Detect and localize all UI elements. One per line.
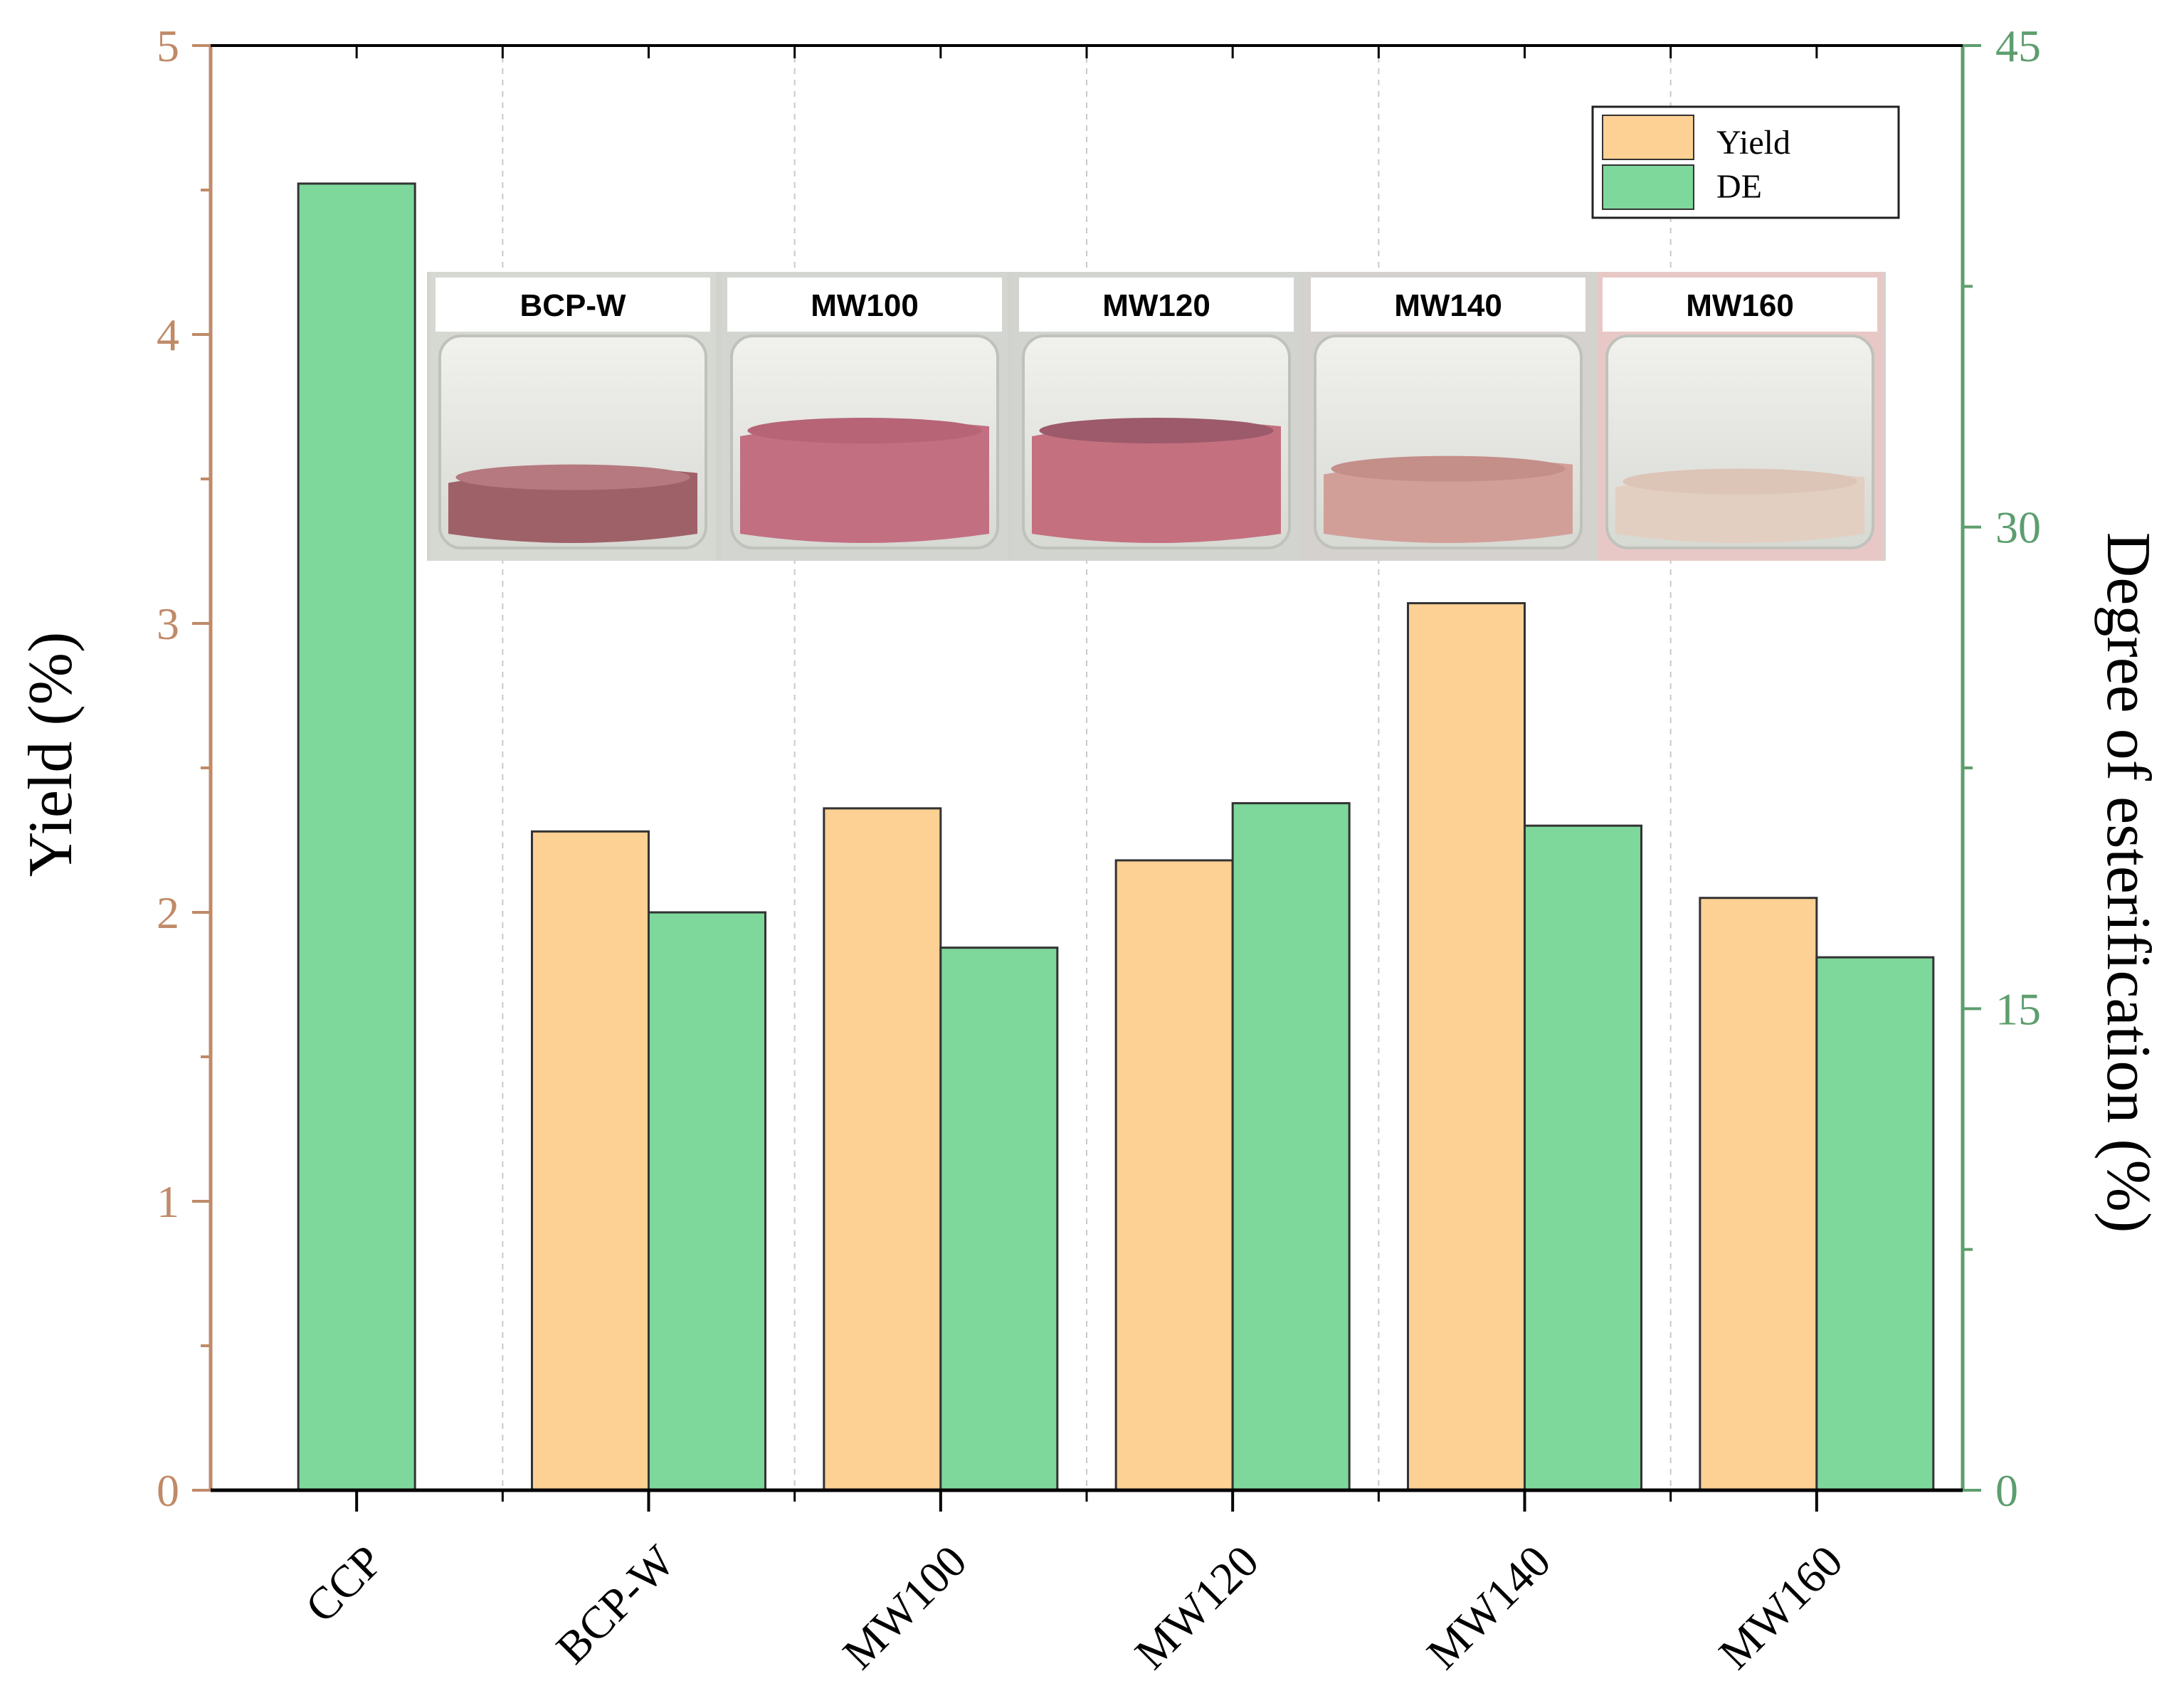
x-tick-label-MW160: MW160 [1709, 1536, 1852, 1679]
y-tick-label: 5 [157, 21, 179, 71]
bar-yield-MW100 [823, 807, 942, 1492]
legend: Yield DE [1591, 105, 1900, 219]
legend-swatch-yield [1602, 115, 1694, 160]
bar-de-CCP [297, 182, 416, 1492]
bar-yield-MW140 [1407, 602, 1526, 1492]
powder-sample [1324, 460, 1573, 543]
photo-panel-MW100: MW100 [722, 272, 1008, 561]
y-tick-label: 4 [157, 310, 179, 360]
photo-label-box [1603, 278, 1877, 332]
photo-panel-MW160: MW160 [1597, 272, 1883, 561]
x-tick-label-MW120: MW120 [1125, 1536, 1268, 1679]
photo-label-MW120: MW120 [1102, 288, 1210, 323]
y-tick-label: 1 [157, 1176, 179, 1227]
bar-de-MW100 [939, 947, 1059, 1492]
x-tick-label-MW140: MW140 [1417, 1536, 1560, 1679]
photo-label-BCP-W: BCP-W [519, 288, 626, 323]
y-tick-label: 2 [157, 887, 179, 938]
photo-label-MW140: MW140 [1394, 288, 1502, 323]
bar-de-MW160 [1815, 956, 1935, 1492]
y2-tick-label: 0 [1995, 1465, 2018, 1516]
photo-label-box [436, 278, 710, 332]
sample-photo-inset: BCP-W MW100 MW120 MW140 MW160 [427, 272, 1886, 561]
photo-label-box [727, 278, 1002, 332]
powder-sample [740, 421, 989, 543]
y-tick-label: 0 [157, 1465, 179, 1516]
photo-label-MW100: MW100 [811, 288, 919, 323]
powder-surface [1331, 455, 1566, 482]
y2-axis-title: Degree of esterification (%) [2094, 532, 2163, 1233]
x-tick-label-CCP: CCP [295, 1536, 392, 1633]
x-tick-label-BCP-W: BCP-W [547, 1535, 685, 1673]
powder-sample [1032, 421, 1281, 543]
bar-yield-MW160 [1699, 897, 1818, 1492]
bar-de-MW140 [1524, 824, 1642, 1492]
powder-surface [455, 464, 690, 490]
legend-label-yield: Yield [1716, 124, 1790, 162]
y-axis-title: Yield (%) [16, 632, 85, 877]
x-tick-label-MW100: MW100 [833, 1536, 976, 1679]
photo-label-MW160: MW160 [1686, 288, 1794, 323]
photo-panel-MW120: MW120 [1013, 272, 1299, 561]
bar-yield-BCP-W [531, 830, 650, 1492]
bar-de-BCP-W [648, 911, 766, 1492]
bar-yield-MW120 [1114, 859, 1234, 1492]
legend-label-de: DE [1716, 168, 1762, 206]
y2-tick-label: 15 [1995, 984, 2041, 1034]
photo-panel-MW140: MW140 [1305, 272, 1591, 561]
y2-tick-label: 45 [1995, 21, 2041, 71]
bars [297, 182, 1935, 1492]
powder-surface [1039, 418, 1274, 444]
photo-label-box [1019, 278, 1294, 332]
y2-tick-label: 30 [1995, 502, 2041, 553]
photo-label-box [1311, 278, 1586, 332]
powder-surface [747, 418, 982, 444]
powder-surface [1623, 468, 1857, 495]
photo-panel-BCP-W: BCP-W [430, 272, 716, 561]
legend-swatch-de [1602, 164, 1694, 210]
y-tick-label: 3 [157, 599, 179, 649]
bar-de-MW120 [1231, 802, 1351, 1492]
